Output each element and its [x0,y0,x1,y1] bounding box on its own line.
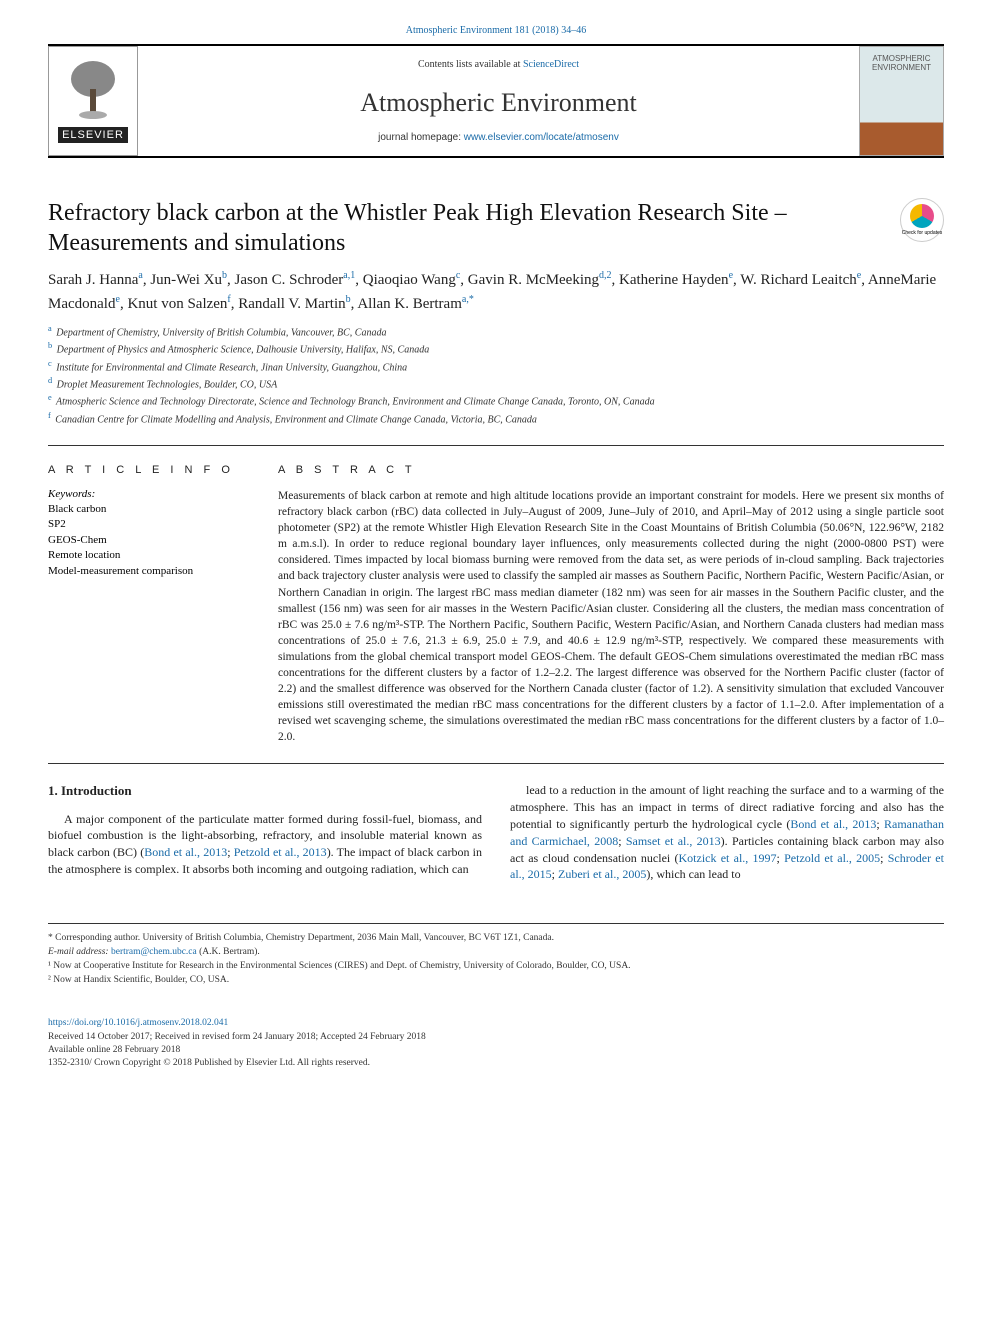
body-column-left: 1. Introduction A major component of the… [48,782,482,883]
homepage-link[interactable]: www.elsevier.com/locate/atmosenv [464,132,619,143]
corresponding-author: * Corresponding author. University of Br… [48,932,944,946]
check-updates-badge[interactable]: Check for updates [900,198,944,242]
author: W. Richard Leaitche [740,272,861,288]
citation-link[interactable]: Ramanathan and Carmichael, 2008 [510,817,944,848]
footnotes: * Corresponding author. University of Br… [48,923,944,987]
citation-link[interactable]: Petzold et al., 2013 [234,845,327,859]
sciencedirect-link[interactable]: ScienceDirect [523,59,579,70]
affiliation: a Department of Chemistry, University of… [48,323,944,340]
received-line: Received 14 October 2017; Received in re… [48,1031,944,1044]
body-columns: 1. Introduction A major component of the… [48,782,944,883]
homepage-prefix: journal homepage: [378,132,464,143]
intro-paragraph-right: lead to a reduction in the amount of lig… [510,782,944,883]
citation-link[interactable]: Bond et al., 2013 [790,817,876,831]
divider-bottom [48,763,944,764]
elsevier-tree-icon [67,59,119,121]
doi-link[interactable]: https://doi.org/10.1016/j.atmosenv.2018.… [48,1018,228,1028]
affiliation: f Canadian Centre for Climate Modelling … [48,410,944,427]
doi-block: https://doi.org/10.1016/j.atmosenv.2018.… [48,1017,944,1070]
keyword: GEOS-Chem [48,533,248,548]
intro-heading: 1. Introduction [48,782,482,800]
crossmark-icon [910,204,934,228]
author: Jun-Wei Xub [150,272,227,288]
body-column-right: lead to a reduction in the amount of lig… [510,782,944,883]
email-suffix: (A.K. Bertram). [197,947,260,957]
intro-paragraph-left: A major component of the particulate mat… [48,811,482,878]
footnote-1: ¹ Now at Cooperative Institute for Resea… [48,960,944,974]
article-info-column: A R T I C L E I N F O Keywords: Black ca… [48,464,248,746]
citation-link[interactable]: Samset et al., 2013 [626,834,721,848]
contents-line: Contents lists available at ScienceDirec… [138,59,859,70]
elsevier-label: ELSEVIER [58,127,128,143]
affiliations-block: a Department of Chemistry, University of… [48,323,944,427]
article-info-heading: A R T I C L E I N F O [48,464,248,476]
author: Allan K. Bertrama,* [357,296,474,312]
citation-link[interactable]: Petzold et al., 2005 [784,851,880,865]
abstract-text: Measurements of black carbon at remote a… [278,488,944,746]
citation-link[interactable]: Kotzick et al., 1997 [679,851,777,865]
affiliation: e Atmospheric Science and Technology Dir… [48,392,944,409]
elsevier-logo: ELSEVIER [48,46,138,156]
keyword: Remote location [48,548,248,563]
author: Knut von Salzenf [127,296,230,312]
affiliation: c Institute for Environmental and Climat… [48,358,944,375]
cover-title: ATMOSPHERIC ENVIRONMENT [860,55,943,73]
abstract-column: A B S T R A C T Measurements of black ca… [278,464,944,746]
header-citation: Atmospheric Environment 181 (2018) 34–46 [0,0,992,44]
abstract-heading: A B S T R A C T [278,464,944,476]
journal-cover-thumbnail: ATMOSPHERIC ENVIRONMENT [859,46,944,156]
citation-link[interactable]: Zuberi et al., 2005 [558,867,646,881]
divider-top [48,445,944,446]
email-link[interactable]: bertram@chem.ubc.ca [111,947,197,957]
keyword: Black carbon [48,502,248,517]
article-title: Refractory black carbon at the Whistler … [48,198,880,258]
email-label: E-mail address: [48,947,111,957]
keyword: SP2 [48,517,248,532]
affiliation: b Department of Physics and Atmospheric … [48,340,944,357]
contents-prefix: Contents lists available at [418,59,523,70]
available-line: Available online 28 February 2018 [48,1044,944,1057]
keywords-label: Keywords: [48,488,248,500]
citation-link[interactable]: Bond et al., 2013 [144,845,227,859]
author: Qiaoqiao Wangc [363,272,461,288]
journal-banner: ELSEVIER Contents lists available at Sci… [48,44,944,158]
author: Sarah J. Hannaa [48,272,143,288]
homepage-line: journal homepage: www.elsevier.com/locat… [138,132,859,143]
keywords-list: Black carbonSP2GEOS-ChemRemote locationM… [48,502,248,579]
author: Jason C. Schrodera,1 [235,272,356,288]
affiliation: d Droplet Measurement Technologies, Boul… [48,375,944,392]
author: Randall V. Martinb [238,296,350,312]
banner-center: Contents lists available at ScienceDirec… [138,46,859,156]
author: Gavin R. McMeekingd,2 [468,272,612,288]
check-updates-label: Check for updates [902,230,943,236]
author: Katherine Haydene [619,272,733,288]
keyword: Model-measurement comparison [48,564,248,579]
authors-block: Sarah J. Hannaa, Jun-Wei Xub, Jason C. S… [48,268,944,315]
copyright-line: 1352-2310/ Crown Copyright © 2018 Publis… [48,1057,944,1070]
journal-name: Atmospheric Environment [138,88,859,118]
footnote-2: ² Now at Handix Scientific, Boulder, CO,… [48,974,944,988]
email-line: E-mail address: bertram@chem.ubc.ca (A.K… [48,946,944,960]
